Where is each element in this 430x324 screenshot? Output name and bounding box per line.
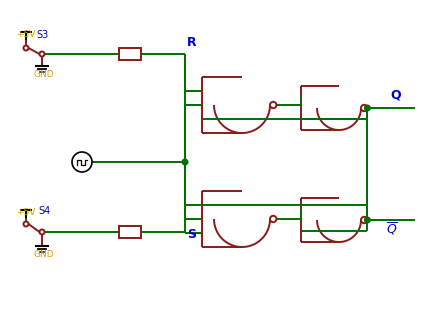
Text: GND: GND [34,250,55,259]
Circle shape [365,105,370,111]
Text: $\overline{Q}$: $\overline{Q}$ [386,221,398,237]
Text: Q: Q [390,89,401,102]
Circle shape [72,152,92,172]
Circle shape [270,102,276,108]
Circle shape [40,52,44,56]
Circle shape [24,45,28,51]
Text: S: S [187,228,196,241]
Text: +5V: +5V [16,30,35,39]
Circle shape [24,222,28,226]
Circle shape [361,217,367,223]
Circle shape [365,217,370,223]
Bar [119,48,141,60]
Text: +5V: +5V [16,208,35,217]
Circle shape [361,105,367,111]
Text: S4: S4 [38,206,50,216]
Bar [119,226,141,238]
Text: GND: GND [34,70,55,79]
Text: S3: S3 [36,30,48,40]
Circle shape [182,159,188,165]
Text: R: R [187,36,197,49]
Circle shape [270,216,276,222]
Circle shape [40,229,44,235]
